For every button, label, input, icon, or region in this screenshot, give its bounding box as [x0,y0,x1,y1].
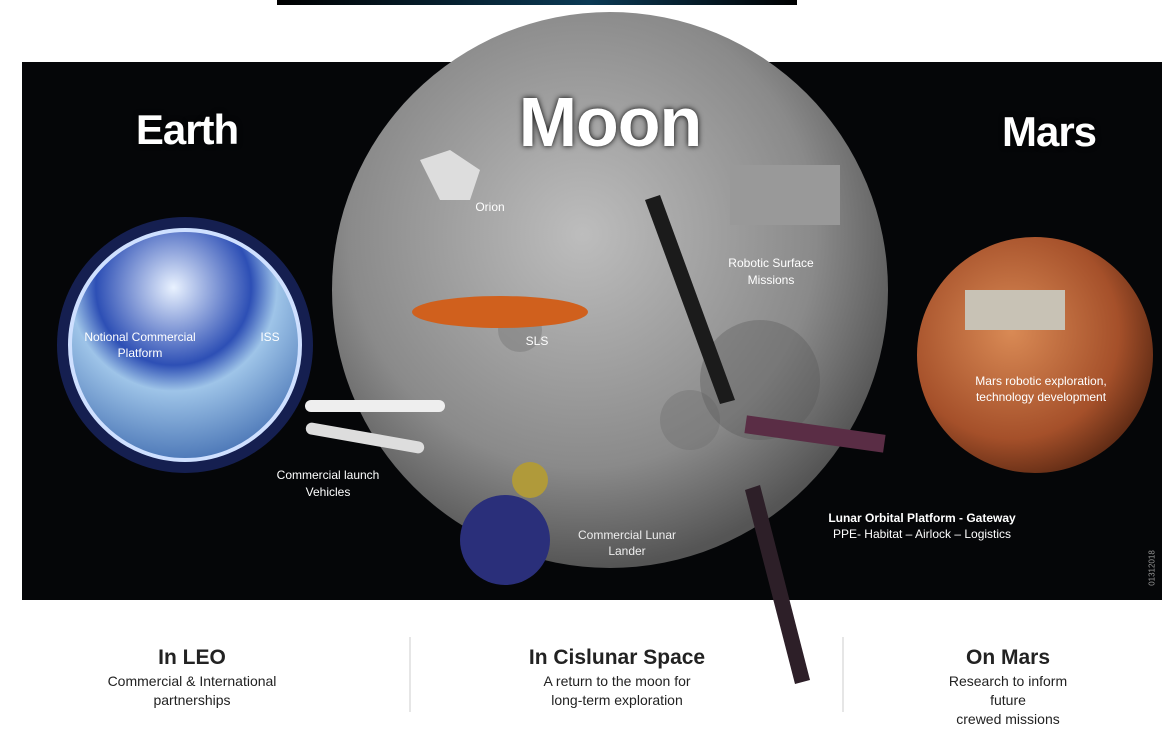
label: Notional Commercial [84,330,196,344]
label: Lander [608,544,646,558]
launch-vehicle [305,400,445,412]
page: Earth Moon Mars Orion Robotic Surface Mi… [22,0,1162,727]
column-title: In LEO [158,646,226,669]
gateway-array [744,415,886,453]
column-text: Commercial & International [107,673,277,689]
label: SLS [525,334,549,348]
column: On Mars Research to inform future crewed… [931,646,1085,729]
code: 01312018 [1147,550,1157,586]
earth-heading: Earth [135,106,239,153]
lander-tank [512,462,548,498]
crater [660,390,720,450]
label: Lunar Orbital Platform - Gateway [828,511,1016,525]
label: technology development [975,390,1107,404]
top-strip [277,0,797,5]
gateway-panel [645,195,735,404]
label: Orion [475,200,505,214]
artwork [22,0,1162,712]
label: PPE- Habitat – Airlock – Logistics [832,527,1012,541]
column-title: In Cislunar Space [528,646,706,669]
gateway-panel [745,485,810,684]
column: In LEO Commercial & International partne… [108,646,277,710]
label: Commercial launch [276,468,380,482]
rover [730,165,840,225]
label: Robotic Surface [728,256,814,270]
launch-vehicle [305,422,425,454]
column: In Cislunar Space A return to the moon f… [529,646,705,710]
mars-heading: Mars [1001,108,1097,155]
sls-rocket [412,296,588,328]
column-title: On Mars [965,646,1051,669]
label: Mars robotic exploration, [975,374,1107,388]
label: Vehicles [305,485,351,499]
label: ISS [260,330,280,344]
column-text: A return to the moon for [543,673,691,689]
mars-rover [965,290,1065,330]
label: Commercial Lunar [577,528,677,542]
column-text: long-term exploration [551,692,683,708]
label: Missions [747,273,795,287]
label: Platform [117,346,163,360]
mars-disc [917,237,1153,473]
column-text: partnerships [153,692,231,708]
moon-heading: Moon [518,83,703,161]
lander [460,495,550,585]
earth-window [68,228,302,462]
crater [700,320,820,440]
orion-capsule [420,150,480,200]
column-text: Research to inform future [948,673,1068,708]
